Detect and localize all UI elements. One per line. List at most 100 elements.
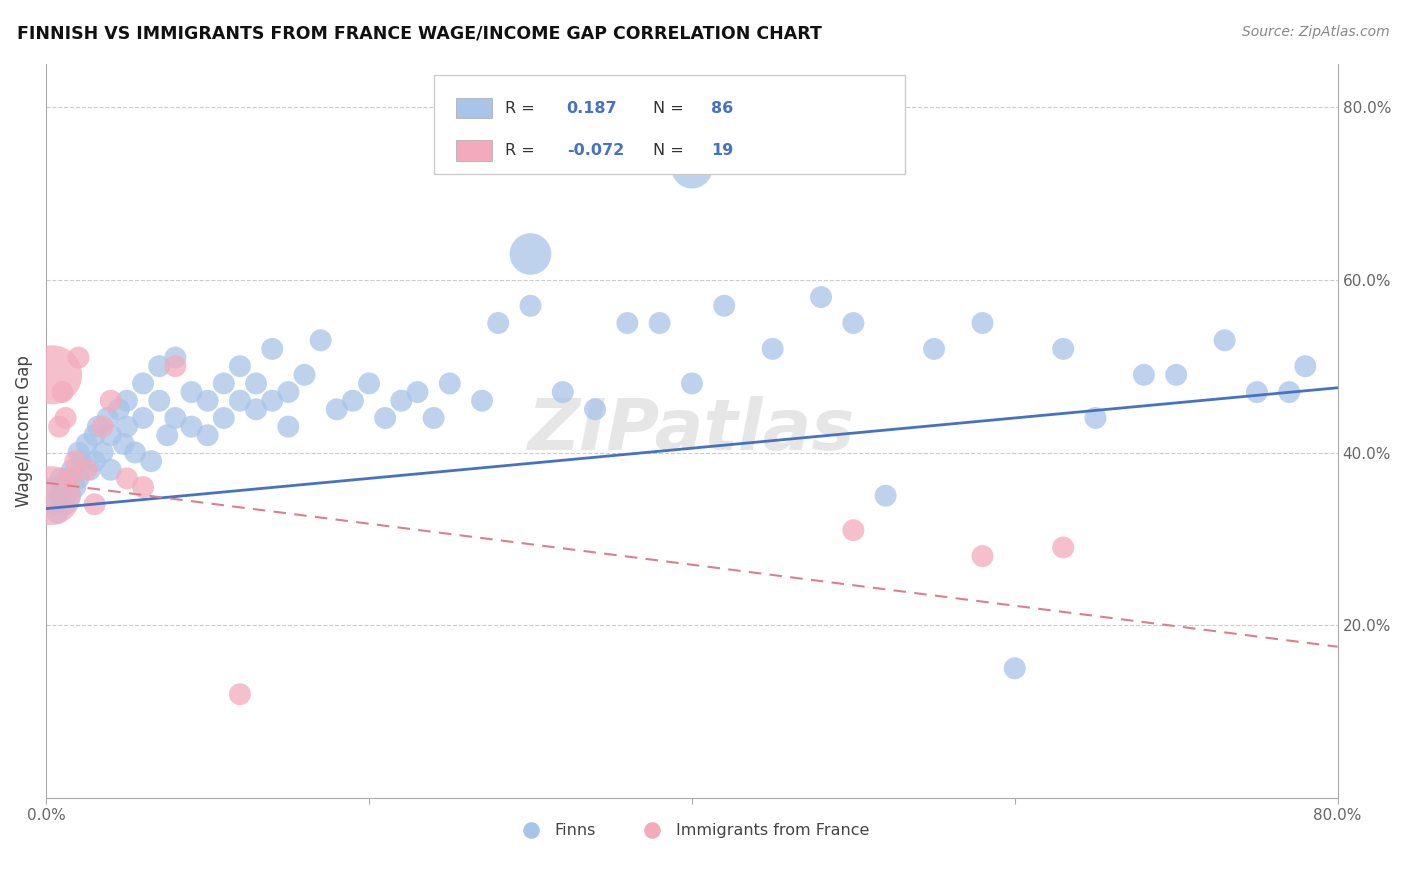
Y-axis label: Wage/Income Gap: Wage/Income Gap (15, 355, 32, 507)
Point (115, 471, 138, 485)
Point (108, 402, 131, 417)
Point (277, 419, 299, 434)
Point (972, 549, 994, 563)
Point (100, 428, 122, 442)
Point (1052, 342, 1074, 356)
Point (277, 385, 299, 400)
Point (91, 445, 114, 459)
Point (51, 480, 73, 494)
Text: 19: 19 (711, 143, 734, 158)
Point (713, 299, 735, 313)
Point (1246, 385, 1268, 400)
Point (389, 393, 412, 408)
Point (245, 402, 267, 417)
Point (100, 393, 122, 408)
Point (262, 342, 284, 356)
Point (875, 489, 897, 503)
Point (357, 376, 380, 391)
Point (1004, 661, 1026, 675)
Point (148, 359, 170, 374)
Point (374, 411, 396, 425)
Point (59, 489, 82, 503)
Point (67, 471, 90, 485)
Text: 86: 86 (711, 101, 734, 116)
Point (422, 411, 444, 425)
Point (486, 316, 509, 330)
Text: 0.187: 0.187 (567, 101, 617, 116)
Point (39, 489, 62, 503)
Point (648, 316, 671, 330)
Point (83, 454, 105, 468)
Point (41, 368, 63, 382)
Bar (456, 140, 492, 161)
FancyBboxPatch shape (433, 75, 905, 174)
Point (44, 497, 66, 511)
Legend: Finns, Immigrants from France: Finns, Immigrants from France (508, 817, 876, 845)
Point (762, 342, 785, 356)
Point (229, 687, 252, 701)
Point (49, 471, 72, 485)
Point (60, 463, 83, 477)
Text: -0.072: -0.072 (567, 143, 624, 158)
Point (76, 437, 98, 451)
Point (48, 489, 70, 503)
Point (583, 402, 606, 417)
Text: N =: N = (654, 143, 689, 158)
Point (132, 480, 155, 494)
Point (922, 342, 945, 356)
Text: N =: N = (654, 101, 689, 116)
Point (112, 437, 135, 451)
Point (1052, 541, 1074, 555)
Point (842, 316, 865, 330)
Point (44, 480, 66, 494)
Point (681, 376, 703, 391)
Point (842, 523, 865, 537)
Point (1294, 359, 1316, 374)
Point (165, 351, 187, 365)
Text: R =: R = (505, 101, 540, 116)
Point (96, 411, 118, 425)
Point (115, 393, 138, 408)
Point (342, 393, 364, 408)
Point (70, 454, 93, 468)
Point (326, 402, 349, 417)
Point (55, 497, 77, 511)
Point (91, 419, 114, 434)
Point (1278, 385, 1301, 400)
Point (551, 385, 574, 400)
Point (406, 385, 429, 400)
Point (616, 316, 638, 330)
Point (1133, 368, 1156, 382)
Point (65, 480, 87, 494)
Point (48, 419, 70, 434)
Point (148, 393, 170, 408)
Point (309, 333, 332, 347)
Text: Source: ZipAtlas.com: Source: ZipAtlas.com (1241, 25, 1389, 39)
Point (1084, 411, 1107, 425)
Point (439, 376, 461, 391)
Point (156, 428, 179, 442)
Point (1213, 333, 1236, 347)
Point (56, 471, 79, 485)
Bar (456, 98, 492, 119)
Point (46, 506, 69, 520)
Point (79, 463, 101, 477)
Point (165, 359, 187, 374)
Point (83, 428, 105, 442)
Point (55, 411, 77, 425)
Point (67, 351, 90, 365)
Point (87, 419, 110, 434)
Point (810, 290, 832, 304)
Point (972, 316, 994, 330)
Point (180, 419, 202, 434)
Point (245, 376, 267, 391)
Point (100, 463, 122, 477)
Point (681, 161, 703, 175)
Point (519, 247, 541, 261)
Point (229, 359, 252, 374)
Point (180, 385, 202, 400)
Point (132, 411, 155, 425)
Point (165, 411, 187, 425)
Point (115, 419, 138, 434)
Point (76, 463, 98, 477)
